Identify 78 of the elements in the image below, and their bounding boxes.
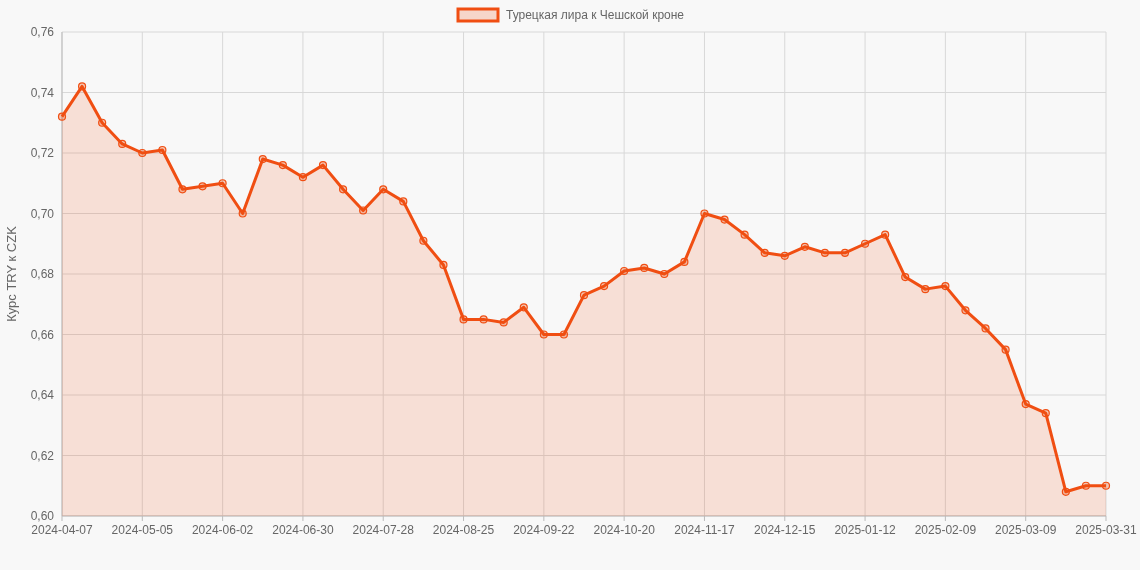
- point: [57, 112, 67, 121]
- point: [800, 242, 809, 251]
- point: [158, 145, 167, 155]
- point: [138, 148, 147, 158]
- point: [620, 266, 629, 276]
- y-axis-title: Курс TRY к CZK: [4, 225, 19, 322]
- point: [499, 318, 508, 327]
- point: [318, 161, 328, 170]
- x-tick-label: 2024-10-20: [593, 523, 656, 537]
- point: [1001, 345, 1010, 354]
- point: [278, 161, 287, 170]
- point: [981, 324, 990, 333]
- x-tick-label: 2024-06-30: [272, 523, 334, 537]
- x-tick-label: 2024-12-15: [754, 523, 816, 537]
- y-tick-label: 0,66: [30, 327, 55, 342]
- point: [720, 215, 729, 224]
- point: [1081, 481, 1091, 490]
- point: [860, 239, 870, 248]
- x-tick-label: 2025-02-09: [914, 523, 977, 537]
- point: [439, 260, 448, 270]
- point: [359, 206, 368, 215]
- point: [559, 330, 569, 339]
- point: [579, 291, 589, 300]
- y-tick-label: 0,68: [30, 267, 55, 282]
- point: [298, 173, 308, 182]
- point: [640, 263, 649, 273]
- y-tick-label: 0,70: [30, 206, 55, 221]
- x-tick-label: 2024-09-22: [513, 523, 575, 537]
- point: [680, 257, 689, 266]
- point: [740, 230, 749, 239]
- y-tick-label: 0,76: [30, 25, 55, 40]
- point: [1101, 481, 1111, 490]
- point: [459, 315, 468, 324]
- point: [419, 236, 428, 245]
- x-tick-label: 2024-08-25: [432, 523, 495, 537]
- point: [840, 248, 850, 257]
- x-tick-label: 2025-03-31: [1075, 523, 1138, 537]
- y-tick-label: 0,72: [30, 146, 55, 161]
- y-tick-label: 0,62: [30, 448, 55, 463]
- point: [1061, 487, 1070, 496]
- point: [780, 251, 789, 260]
- y-tick-label: 0,64: [30, 388, 55, 403]
- point: [760, 248, 769, 257]
- point: [660, 269, 669, 279]
- point: [118, 139, 127, 149]
- point: [479, 315, 488, 324]
- point: [599, 282, 609, 291]
- point: [539, 330, 548, 339]
- point: [1041, 409, 1050, 418]
- x-tick-label: 2025-01-12: [834, 523, 897, 537]
- point: [98, 118, 107, 127]
- point: [178, 185, 187, 194]
- legend-label: Турецкая лира к Чешской кроне: [506, 8, 685, 22]
- point: [921, 285, 930, 294]
- point: [399, 197, 408, 206]
- point: [941, 282, 950, 291]
- y-tick-label: 0,74: [30, 85, 55, 100]
- point: [519, 303, 528, 312]
- point: [238, 209, 247, 218]
- point: [961, 306, 970, 315]
- x-tick-label: 2024-06-02: [191, 523, 254, 537]
- x-tick-label: 2024-05-05: [111, 523, 174, 537]
- point: [198, 182, 207, 191]
- point: [820, 248, 830, 257]
- point: [77, 82, 87, 91]
- point: [379, 185, 388, 194]
- point: [901, 272, 910, 282]
- point: [258, 154, 267, 164]
- x-tick-label: 2024-07-28: [352, 523, 415, 537]
- point: [881, 230, 890, 239]
- point: [1021, 399, 1030, 409]
- y-tick-label: 0,60: [30, 509, 55, 524]
- point: [218, 179, 227, 188]
- x-tick-label: 2024-11-17: [674, 523, 736, 537]
- x-tick-label: 2024-04-07: [31, 523, 94, 537]
- x-tick-label: 2025-03-09: [995, 523, 1057, 537]
- point: [700, 209, 709, 218]
- point: [338, 185, 348, 194]
